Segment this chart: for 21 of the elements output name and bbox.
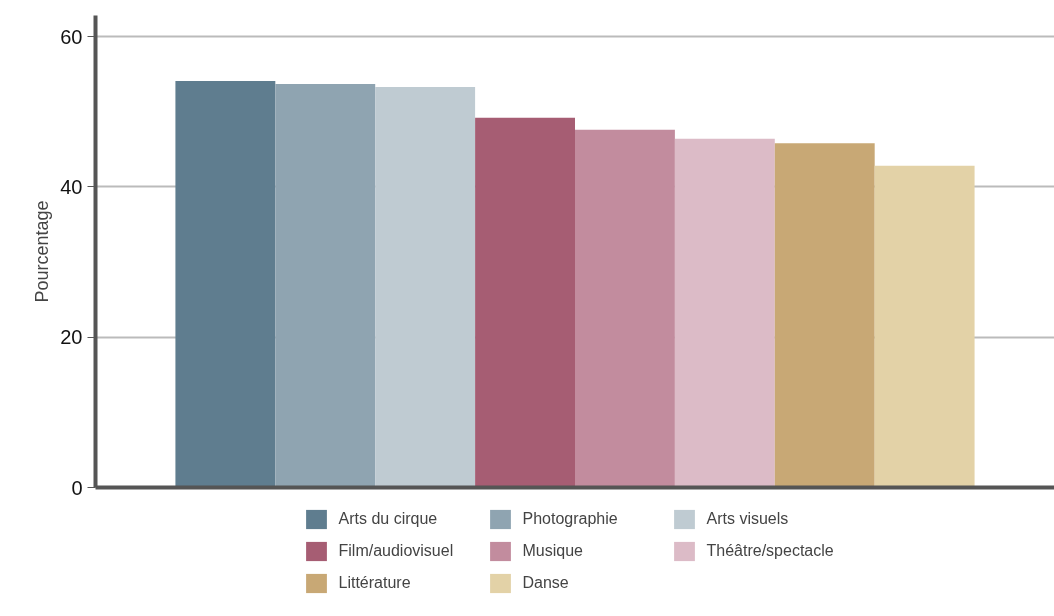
bar [275,83,376,488]
bar [874,165,975,488]
legend-label: Arts du cirque [338,509,439,529]
legend-label: Musique [522,541,584,561]
bar [575,129,675,488]
legend-label: Film/audiovisuel [338,541,455,561]
legend-label: Théâtre/spectacle [706,541,835,561]
bar [774,143,875,488]
y-tick-label: 0 [71,476,83,499]
bar [175,80,276,488]
legend-label: Arts visuels [706,509,790,529]
legend-label: Littérature [338,573,412,593]
bar [674,138,775,488]
y-tick-label: 20 [60,326,83,349]
legend-label: Photographie [522,509,619,529]
y-tick-label: 60 [60,25,83,48]
bar [375,86,476,488]
bar [475,117,575,488]
legend-label: Danse [522,573,570,593]
y-tick-label: 40 [60,175,83,198]
y-axis-title: Pourcentage [32,200,53,303]
